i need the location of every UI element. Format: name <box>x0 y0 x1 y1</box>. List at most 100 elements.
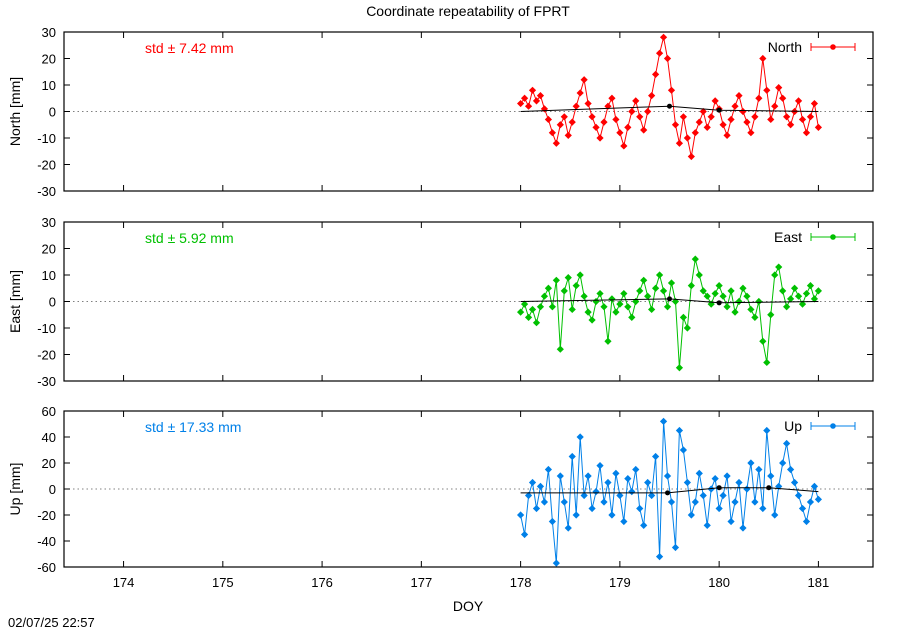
data-point <box>743 292 751 300</box>
data-point <box>524 313 533 321</box>
data-point <box>739 107 747 116</box>
data-point <box>675 139 684 147</box>
data-point <box>759 337 767 345</box>
trend-point <box>667 296 673 302</box>
data-point <box>751 113 759 121</box>
data-point <box>552 276 560 284</box>
trend-point <box>716 300 722 306</box>
x-tick-label: 177 <box>410 575 432 590</box>
trend-line <box>520 298 819 304</box>
y-tick-label: 10 <box>42 78 56 93</box>
data-point <box>687 152 695 161</box>
data-point <box>528 86 537 94</box>
data-point <box>588 113 596 121</box>
up-panel: -60 -40 -20 0 20 40 60 174 175 176 177 178 179 180 181… <box>7 404 874 590</box>
data-point <box>731 308 739 316</box>
std-annotation: std ± 7.42 mm <box>145 40 234 56</box>
data-point <box>707 113 715 121</box>
data-point <box>556 345 564 353</box>
data-point <box>532 319 541 327</box>
data-point <box>540 498 549 506</box>
data-point <box>699 287 707 295</box>
data-point <box>580 76 588 84</box>
y-tick-label: 0 <box>49 105 56 120</box>
data-point <box>731 498 739 506</box>
data-point <box>628 488 636 496</box>
y-tick-label: -10 <box>37 131 56 146</box>
data-point <box>580 491 588 500</box>
trend-point <box>716 485 722 491</box>
y-tick-label: 30 <box>42 215 56 230</box>
data-point <box>612 469 620 477</box>
data-point <box>794 491 803 500</box>
y-tick-label: 60 <box>42 404 56 419</box>
data-point <box>751 313 759 321</box>
trend-point <box>766 485 772 491</box>
y-tick-label: -20 <box>37 158 56 173</box>
data-point <box>723 131 731 139</box>
y-tick-label: -20 <box>37 508 56 523</box>
data-point <box>683 478 691 487</box>
data-point <box>663 54 672 63</box>
data-point <box>644 107 652 116</box>
data-point <box>536 303 545 311</box>
data-point <box>683 324 691 332</box>
y-tick-label: 10 <box>42 268 56 283</box>
chart-panels: -30 -20 -10 0 10 20 30 std ± 7.42 mm North North … <box>7 25 874 590</box>
data-point <box>679 313 688 321</box>
data-point <box>775 84 783 92</box>
data-point <box>703 292 711 300</box>
chart-title: Coordinate repeatability of FPRT <box>366 3 570 19</box>
data-point <box>596 134 604 142</box>
data-point <box>723 472 731 480</box>
data-point <box>528 478 537 487</box>
data-point <box>659 287 668 295</box>
data-point <box>695 118 703 126</box>
data-point <box>747 305 755 314</box>
north-series-line <box>520 37 819 157</box>
data-point <box>580 292 588 300</box>
data-point <box>763 358 771 367</box>
data-point <box>783 113 791 121</box>
data-point <box>600 118 608 126</box>
data-point <box>814 495 823 503</box>
data-point <box>798 504 807 513</box>
y-axis-label: East [mm] <box>7 270 23 333</box>
x-tick-label: 180 <box>708 575 730 590</box>
data-point <box>755 94 763 102</box>
data-point <box>532 504 541 513</box>
data-point <box>592 297 600 306</box>
data-point <box>576 433 584 441</box>
data-point <box>719 121 727 129</box>
y-tick-label: 20 <box>42 52 56 67</box>
data-point <box>659 33 668 41</box>
data-point <box>624 303 632 311</box>
data-point <box>675 426 684 435</box>
data-point <box>787 295 795 303</box>
y-tick-label: -30 <box>37 184 56 199</box>
data-point <box>798 115 807 124</box>
data-point <box>767 311 775 319</box>
data-point <box>743 485 751 493</box>
data-point <box>517 511 525 519</box>
data-point <box>779 94 787 102</box>
data-point <box>608 511 616 519</box>
x-tick-label: 175 <box>212 575 234 590</box>
data-point <box>679 113 688 121</box>
data-point <box>588 316 596 324</box>
data-point <box>584 99 592 108</box>
data-point <box>544 284 553 292</box>
data-point <box>779 287 787 295</box>
x-tick-label: 176 <box>311 575 333 590</box>
data-point <box>532 97 541 105</box>
data-point <box>548 129 556 137</box>
data-point <box>620 517 628 526</box>
data-point <box>572 511 580 519</box>
timestamp: 02/07/25 22:57 <box>8 615 95 630</box>
data-point <box>763 426 771 435</box>
data-point <box>699 491 707 500</box>
std-annotation: std ± 5.92 mm <box>145 230 234 246</box>
data-point <box>636 504 644 513</box>
data-point <box>517 99 525 108</box>
